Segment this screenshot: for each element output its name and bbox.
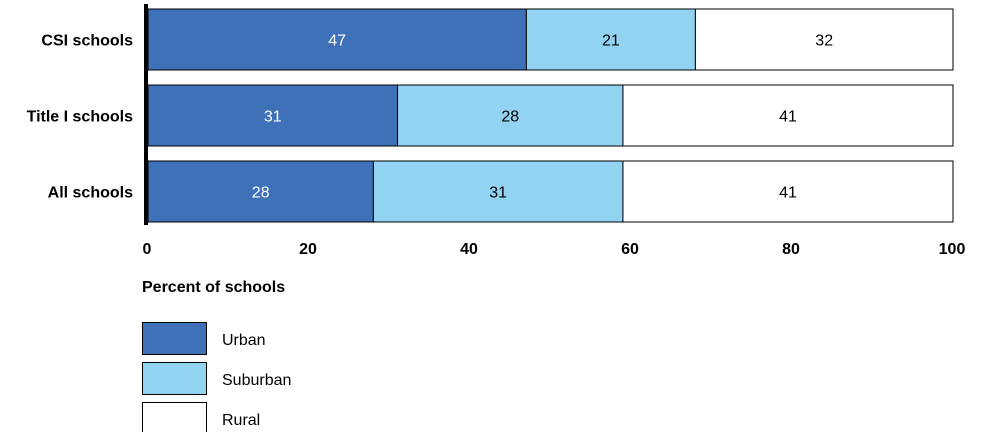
bar-csi-schools-rural [694,8,954,71]
x-tick-label-60: 60 [621,241,639,258]
bar-title-i-schools-rural [622,84,954,147]
bar-title-i-schools-urban [147,84,399,147]
legend-swatch-suburban [142,362,207,395]
category-label-all-schools: All schools [48,185,133,202]
x-tick-label-0: 0 [143,241,152,258]
bar-title-i-schools-suburban [397,84,624,147]
data-label-csi-schools-urban: 47 [328,33,346,50]
data-label-csi-schools-suburban: 21 [602,33,620,50]
legend-swatch-urban [142,322,207,355]
bar-csi-schools-suburban [525,8,696,71]
bar-all-schools-urban [147,160,374,223]
y-axis-line [144,4,148,225]
bars-layer: 47 21 32 31 28 41 28 31 41 [147,8,954,223]
category-label-title-i-schools: Title I schools [27,109,134,126]
legend: Urban Suburban Rural [142,322,291,432]
legend-label-rural: Rural [222,412,260,429]
data-label-all-schools-rural: 41 [779,185,797,202]
category-label-csi-schools: CSI schools [41,33,133,50]
legend-label-suburban: Suburban [222,372,291,389]
x-tick-label-100: 100 [939,241,966,258]
data-label-title-i-schools-urban: 31 [264,109,282,126]
bar-all-schools-suburban [372,160,624,223]
bar-all-schools-rural [622,160,954,223]
x-axis: 0 20 40 60 80 100 Percent of schools [142,4,965,296]
x-tick-label-40: 40 [460,241,478,258]
data-label-csi-schools-rural: 32 [815,33,833,50]
bar-csi-schools-urban [147,8,527,71]
data-label-all-schools-suburban: 31 [489,185,507,202]
data-label-all-schools-urban: 28 [252,185,270,202]
legend-swatch-rural [142,402,207,432]
x-tick-label-20: 20 [299,241,317,258]
legend-label-urban: Urban [222,332,266,349]
x-axis-title: Percent of schools [142,279,285,296]
x-tick-label-80: 80 [782,241,800,258]
category-labels: CSI schools Title I schools All schools [27,33,134,202]
data-label-title-i-schools-rural: 41 [779,109,797,126]
data-label-title-i-schools-suburban: 28 [501,109,519,126]
